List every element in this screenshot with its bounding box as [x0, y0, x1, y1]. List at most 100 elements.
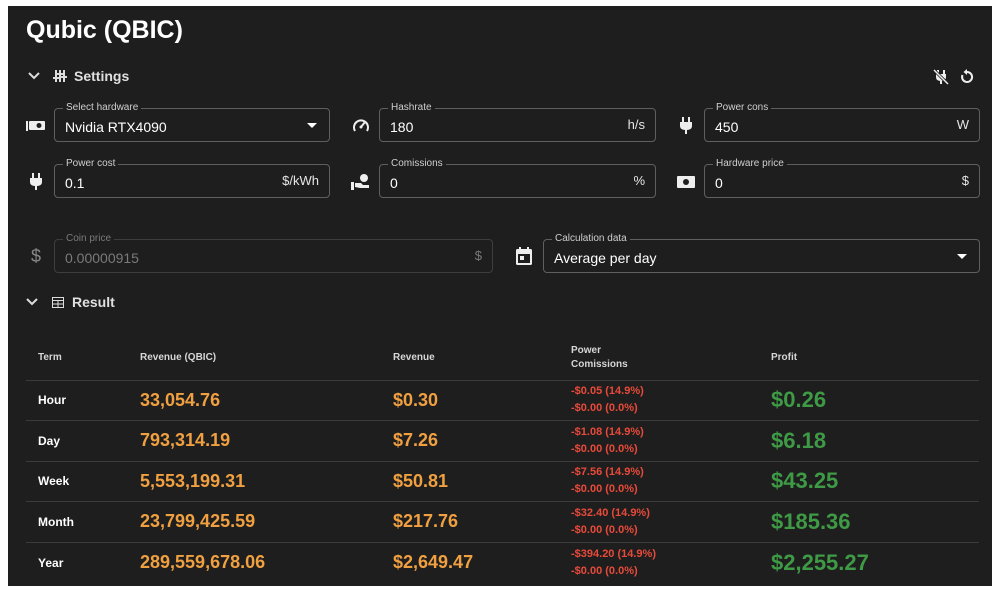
chevron-down-icon[interactable]: [26, 295, 48, 309]
plug-icon: [676, 116, 696, 136]
banknote-icon: [676, 172, 696, 192]
comissions-value: 0: [390, 175, 398, 191]
profit-cell: $6.18: [771, 420, 979, 461]
revenue-coin-cell: 793,314.19: [140, 420, 393, 461]
revenue-coin-cell: 23,799,425.59: [140, 501, 393, 542]
hardware-value: Nvidia RTX4090: [65, 119, 167, 135]
caret-down-icon: [957, 254, 967, 259]
result-label: Result: [72, 294, 115, 310]
power-comissions-cell: -$7.56 (14.9%) -$0.00 (0.0%): [571, 460, 771, 502]
reset-icon[interactable]: [958, 68, 976, 86]
revenue-coin-cell: 289,559,678.06: [140, 541, 393, 583]
calendar-icon: [514, 246, 534, 266]
comissions-cost-value: -$0.00 (0.0%): [571, 442, 638, 455]
hand-coin-icon: [351, 172, 371, 192]
comissions-cost-value: -$0.00 (0.0%): [571, 402, 638, 415]
header-profit: Profit: [771, 351, 798, 363]
revenue-cell: $50.81: [393, 460, 571, 502]
coin-price-label: Coin price: [63, 233, 115, 245]
power-cost-value: -$7.56 (14.9%): [571, 466, 644, 479]
comissions-cost-value: -$0.00 (0.0%): [571, 523, 638, 536]
settings-section-header[interactable]: Settings: [28, 68, 129, 84]
chevron-down-icon[interactable]: [28, 69, 50, 83]
settings-actions: [932, 68, 976, 86]
header-comissions: Comissions: [571, 358, 628, 370]
select-hardware-dropdown[interactable]: Select hardware Nvidia RTX4090: [54, 102, 330, 142]
comissions-unit: %: [633, 173, 645, 188]
calculation-data-dropdown[interactable]: Calculation data Average per day: [543, 233, 980, 273]
profit-cell: $0.26: [771, 379, 979, 421]
revenue-cell: $2,649.47: [393, 541, 571, 583]
power-cost-value: -$1.08 (14.9%): [571, 425, 644, 438]
table-row: Hour 33,054.76 $0.30 -$0.05 (14.9%) -$0.…: [26, 379, 979, 421]
speedometer-icon: [351, 116, 371, 136]
comissions-cost-value: -$0.00 (0.0%): [571, 564, 638, 577]
hashrate-value: 180: [390, 119, 414, 135]
revenue-cell: $0.30: [393, 379, 571, 421]
power-cons-value: 450: [715, 119, 739, 135]
comissions-input[interactable]: Comissions 0 %: [379, 158, 656, 198]
header-revenue-coin: Revenue (QBIC): [140, 351, 217, 363]
revenue-coin-cell: 5,553,199.31: [140, 460, 393, 502]
calculator-panel: Qubic (QBIC) Settings: [8, 6, 992, 586]
profit-cell: $2,255.27: [771, 541, 979, 583]
power-comissions-cell: -$1.08 (14.9%) -$0.00 (0.0%): [571, 420, 771, 461]
power-off-icon[interactable]: [932, 68, 950, 86]
power-cost-value: -$32.40 (14.9%): [571, 506, 650, 519]
header-power-comissions: Power Comissions: [571, 336, 771, 380]
power-cons-unit: W: [956, 117, 969, 132]
power-comissions-cell: -$32.40 (14.9%) -$0.00 (0.0%): [571, 501, 771, 542]
settings-label: Settings: [74, 68, 130, 84]
hardware-price-input[interactable]: Hardware price 0 $: [704, 158, 980, 198]
result-table: Term Revenue (QBIC) Revenue Power Comiss…: [26, 336, 979, 583]
revenue-cell: $7.26: [393, 420, 571, 461]
plug-icon: [26, 172, 46, 192]
header-revenue: Revenue: [393, 351, 435, 363]
revenue-coin-cell: 33,054.76: [140, 379, 393, 421]
coin-price-value: 0.00000915: [65, 250, 139, 266]
comissions-cost-value: -$0.00 (0.0%): [571, 483, 638, 496]
hashrate-unit: h/s: [627, 117, 645, 132]
coin-price-input: Coin price 0.00000915 $: [54, 233, 493, 273]
hashrate-label: Hashrate: [388, 102, 435, 114]
power-cost-label: Power cost: [63, 158, 119, 170]
profit-cell: $185.36: [771, 501, 979, 542]
power-cost-value: 0.1: [65, 175, 85, 191]
coin-price-unit: $: [474, 248, 482, 263]
calc-data-label: Calculation data: [552, 233, 630, 245]
hashrate-input[interactable]: Hashrate 180 h/s: [379, 102, 656, 142]
table-row: Month 23,799,425.59 $217.76 -$32.40 (14.…: [26, 501, 979, 542]
header-term: Term: [38, 351, 62, 363]
calc-data-value: Average per day: [554, 250, 657, 266]
term-cell: Hour: [26, 379, 140, 421]
power-cons-input[interactable]: Power cons 450 W: [704, 102, 980, 142]
comissions-label: Comissions: [388, 158, 446, 170]
page-title: Qubic (QBIC): [26, 16, 183, 44]
power-cost-unit: $/kWh: [282, 173, 319, 188]
table-icon: [48, 296, 68, 308]
table-row: Day 793,314.19 $7.26 -$1.08 (14.9%) -$0.…: [26, 420, 979, 461]
hardware-price-unit: $: [961, 173, 969, 188]
profit-cell: $43.25: [771, 460, 979, 502]
tune-icon: [50, 70, 70, 82]
term-cell: Day: [26, 420, 140, 461]
term-cell: Year: [26, 541, 140, 583]
power-comissions-cell: -$0.05 (14.9%) -$0.00 (0.0%): [571, 379, 771, 421]
power-comissions-cell: -$394.20 (14.9%) -$0.00 (0.0%): [571, 541, 771, 583]
table-row: Week 5,553,199.31 $50.81 -$7.56 (14.9%) …: [26, 460, 979, 502]
dollar-icon: $: [30, 245, 41, 266]
hardware-price-value: 0: [715, 175, 723, 191]
table-row: Year 289,559,678.06 $2,649.47 -$394.20 (…: [26, 541, 979, 583]
caret-down-icon: [307, 123, 317, 128]
hardware-price-label: Hardware price: [713, 158, 787, 170]
power-cost-value: -$0.05 (14.9%): [571, 385, 644, 398]
revenue-cell: $217.76: [393, 501, 571, 542]
power-cost-input[interactable]: Power cost 0.1 $/kWh: [54, 158, 330, 198]
header-power: Power: [571, 344, 602, 356]
power-cons-label: Power cons: [713, 102, 772, 114]
hardware-label: Select hardware: [63, 102, 142, 114]
term-cell: Month: [26, 501, 140, 542]
table-header-row: Term Revenue (QBIC) Revenue Power Comiss…: [26, 336, 979, 380]
result-section-header[interactable]: Result: [26, 294, 115, 310]
term-cell: Week: [26, 460, 140, 502]
